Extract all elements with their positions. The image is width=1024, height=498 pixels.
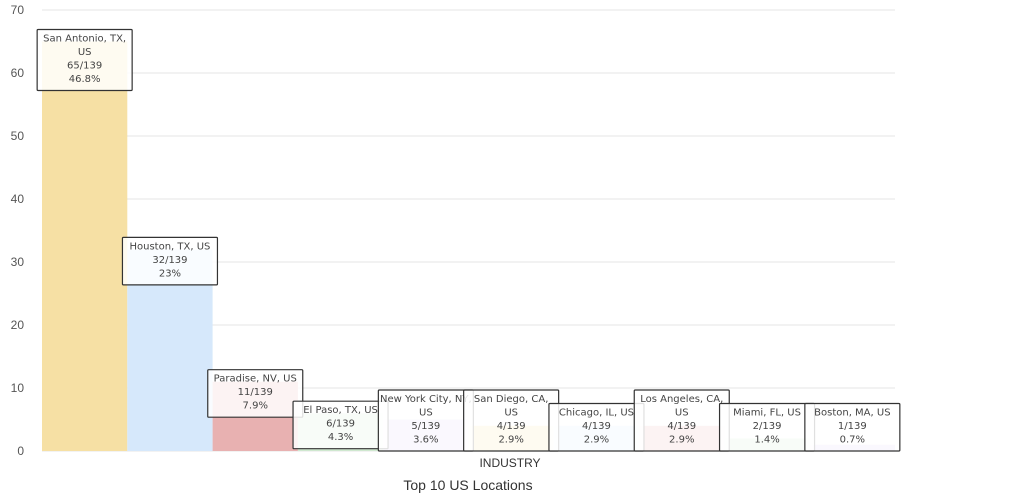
data-label-line: 4/139 [667,421,696,432]
y-tick-label: 20 [11,318,25,332]
y-tick-label: 40 [11,192,25,206]
data-label-line: San Diego, CA, [474,394,548,405]
data-label: Houston, TX, US 32/139 23% [121,236,219,286]
data-label-box [207,369,304,418]
data-label-line: 6/139 [326,419,355,430]
chart-title: Top 10 US Locations [403,477,532,493]
data-labels: San Antonio, TX, US 65/139 46.8% Houston, TX… [36,28,901,452]
y-axis-ticks: 0 10 20 30 40 50 60 70 [11,3,25,458]
data-label-line: 65/139 [67,61,102,72]
data-label-line: 1/139 [838,421,867,432]
data-label-line: 11/139 [238,387,273,398]
data-label: El Paso, TX, US 6/139 4.3% [292,400,389,450]
data-label-line: Chicago, IL, US [559,408,634,419]
data-label: Paradise, NV, US 11/139 7.9% [207,369,304,418]
data-label-line: 32/139 [152,255,187,266]
bar [42,41,128,451]
data-label: San Diego, CA, US 4/139 2.9% [463,389,560,452]
data-label-line: 4.3% [328,432,353,443]
data-label-line: 2.9% [669,435,694,446]
data-label: San Antonio, TX, US 65/139 46.8% [36,28,133,92]
y-tick-label: 10 [11,381,25,395]
data-label-line: 4/139 [497,421,526,432]
data-label-line: Los Angeles, CA, [640,394,723,405]
y-tick-label: 70 [11,3,25,17]
data-label-box [36,28,133,92]
data-label-box [121,236,219,286]
data-label-line: 2.9% [584,435,609,446]
data-label-line: San Antonio, TX, [43,34,126,45]
data-label-line: Paradise, NV, US [214,374,297,385]
y-tick-label: 60 [11,66,25,80]
data-label: Los Angeles, CA, US 4/139 2.9% [633,389,730,452]
data-label-line: 23% [159,268,181,279]
data-label-line: El Paso, TX, US [303,405,378,416]
data-label-line: 5/139 [411,421,440,432]
data-label-line: 3.6% [413,435,438,446]
data-label: New York City, NY, US 5/139 3.6% [377,389,474,452]
data-label-line: Boston, MA, US [814,408,890,419]
x-axis-title: INDUSTRY [479,456,540,470]
data-label-line: 2/139 [753,421,782,432]
data-label-line: 46.8% [69,74,101,85]
data-label-line: 1.4% [754,435,779,446]
data-label: Chicago, IL, US 4/139 2.9% [548,402,645,452]
data-label: Boston, MA, US 1/139 0.7% [804,402,901,452]
data-label-box [804,402,901,452]
y-tick-label: 0 [17,444,24,458]
data-label-line: 2.9% [498,435,523,446]
data-label-line: 0.7% [840,435,865,446]
data-label-line: Miami, FL, US [733,408,801,419]
data-label-line: 7.9% [243,401,268,412]
data-label-line: Houston, TX, US [129,241,210,252]
data-label-line: US [504,408,518,419]
data-label-line: 4/139 [582,421,611,432]
data-label-line: New York City, NY, [380,394,472,405]
data-label-line: US [419,408,433,419]
data-label: Miami, FL, US 2/139 1.4% [718,402,816,452]
y-tick-label: 30 [11,255,25,269]
data-label-line: US [675,408,689,419]
data-label-line: US [78,47,92,58]
y-tick-label: 50 [11,129,25,143]
